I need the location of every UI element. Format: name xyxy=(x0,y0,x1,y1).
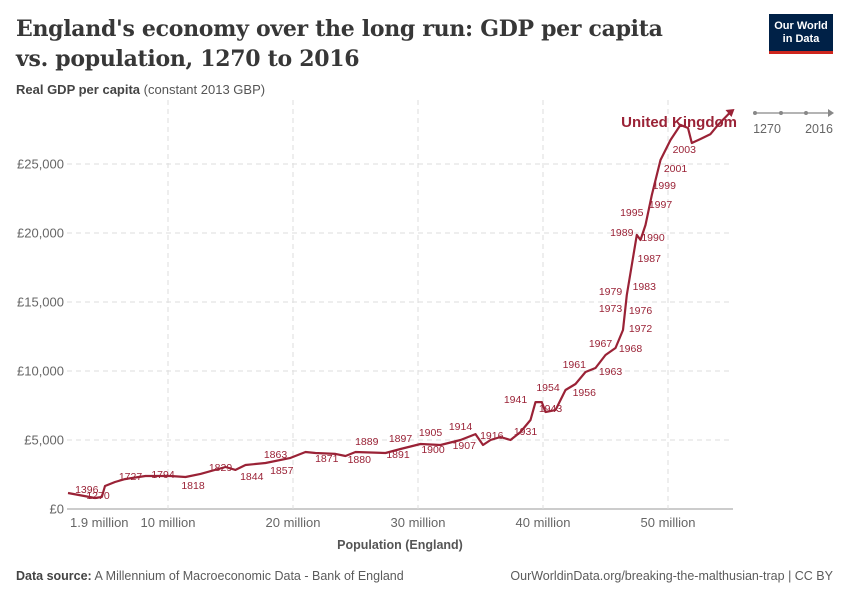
year-label-1967: 1967 xyxy=(589,338,613,350)
source-label: Data source: xyxy=(16,569,92,583)
year-label-1956: 1956 xyxy=(573,387,597,399)
y-tick-label: £20,000 xyxy=(17,226,64,241)
year-label-2001: 2001 xyxy=(664,163,688,175)
year-label-1973: 1973 xyxy=(599,303,623,315)
timeline-slider[interactable]: 1270 2016 xyxy=(753,109,834,136)
series-line-united-kingdom xyxy=(67,111,732,500)
timeline-start-label: 1270 xyxy=(753,122,781,136)
year-label-1794: 1794 xyxy=(151,469,175,481)
y-axis-title-bold: Real GDP per capita xyxy=(16,82,141,97)
year-label-1997: 1997 xyxy=(649,199,673,211)
logo-line2: in Data xyxy=(782,33,820,45)
y-tick-label: £25,000 xyxy=(17,157,64,172)
year-label-1914: 1914 xyxy=(449,421,473,433)
year-label-1954: 1954 xyxy=(536,382,560,394)
series-end-arrow xyxy=(725,108,735,117)
x-tick-label: 20 million xyxy=(266,515,321,530)
year-label-2003: 2003 xyxy=(673,144,697,156)
y-tick-label: £0 xyxy=(50,502,64,517)
timeline-end-label: 2016 xyxy=(805,122,833,136)
year-label-1396: 1396 xyxy=(75,484,99,496)
x-tick-label: 40 million xyxy=(516,515,571,530)
year-label-1976: 1976 xyxy=(629,305,653,317)
timeline-start-handle[interactable] xyxy=(753,111,757,115)
year-label-1270: 1270 xyxy=(86,490,110,502)
owid-logo[interactable]: Our World in Data xyxy=(769,14,833,54)
year-label-1999: 1999 xyxy=(653,180,677,192)
grid xyxy=(67,100,733,510)
year-label-1963: 1963 xyxy=(599,366,623,378)
source-url-link[interactable]: OurWorldinData.org/breaking-the-malthusi… xyxy=(510,569,833,583)
year-label-1989: 1989 xyxy=(610,227,634,239)
y-axis-title: Real GDP per capita (constant 2013 GBP) xyxy=(16,82,265,97)
year-label-1844: 1844 xyxy=(240,471,264,483)
year-label-1990: 1990 xyxy=(641,232,665,244)
y-tick-label: £5,000 xyxy=(24,433,64,448)
year-label-1943: 1943 xyxy=(539,403,563,415)
year-label-1889: 1889 xyxy=(355,436,379,448)
logo-line1: Our World xyxy=(774,20,828,32)
timeline-end-arrow-icon xyxy=(828,109,834,117)
year-label-1897: 1897 xyxy=(389,433,413,445)
year-label-1972: 1972 xyxy=(629,323,653,335)
data-source: Data source: A Millennium of Macroeconom… xyxy=(16,569,404,583)
tick-labels: £0 £5,000 £10,000 £15,000 £20,000 £25,000 1.9 … xyxy=(17,157,695,531)
year-label-1987: 1987 xyxy=(638,253,662,265)
x-tick-label: 50 million xyxy=(641,515,696,530)
year-label-1891: 1891 xyxy=(386,449,410,461)
year-label-1995: 1995 xyxy=(620,207,644,219)
year-label-1961: 1961 xyxy=(563,359,587,371)
source-text: A Millennium of Macroeconomic Data - Ban… xyxy=(94,569,404,583)
x-tick-label: 30 million xyxy=(391,515,446,530)
year-label-1907: 1907 xyxy=(453,440,477,452)
chart-title: England's economy over the long run: GDP… xyxy=(16,16,663,72)
x-axis-title: Population (England) xyxy=(337,538,463,552)
year-label-1880: 1880 xyxy=(348,454,372,466)
y-tick-label: £15,000 xyxy=(17,295,64,310)
year-label-1931: 1931 xyxy=(514,426,538,438)
year-label-1916: 1916 xyxy=(480,430,504,442)
year-label-1727: 1727 xyxy=(119,471,143,483)
series-label-united-kingdom: United Kingdom xyxy=(621,114,737,131)
year-label-1900: 1900 xyxy=(421,444,445,456)
year-label-1829: 1829 xyxy=(209,462,233,474)
year-label-1979: 1979 xyxy=(599,286,623,298)
y-axis-title-unit: (constant 2013 GBP) xyxy=(143,82,266,97)
year-label-1863: 1863 xyxy=(264,449,288,461)
y-tick-label: £10,000 xyxy=(17,364,64,379)
year-label-1968: 1968 xyxy=(619,343,643,355)
year-label-1818: 1818 xyxy=(181,480,205,492)
year-label-1857: 1857 xyxy=(270,465,294,477)
x-tick-label: 1.9 million xyxy=(70,515,129,530)
year-label-1983: 1983 xyxy=(633,281,657,293)
year-label-1941: 1941 xyxy=(504,394,528,406)
year-label-1871: 1871 xyxy=(315,453,339,465)
year-label-1905: 1905 xyxy=(419,427,443,439)
x-tick-label: 10 million xyxy=(141,515,196,530)
